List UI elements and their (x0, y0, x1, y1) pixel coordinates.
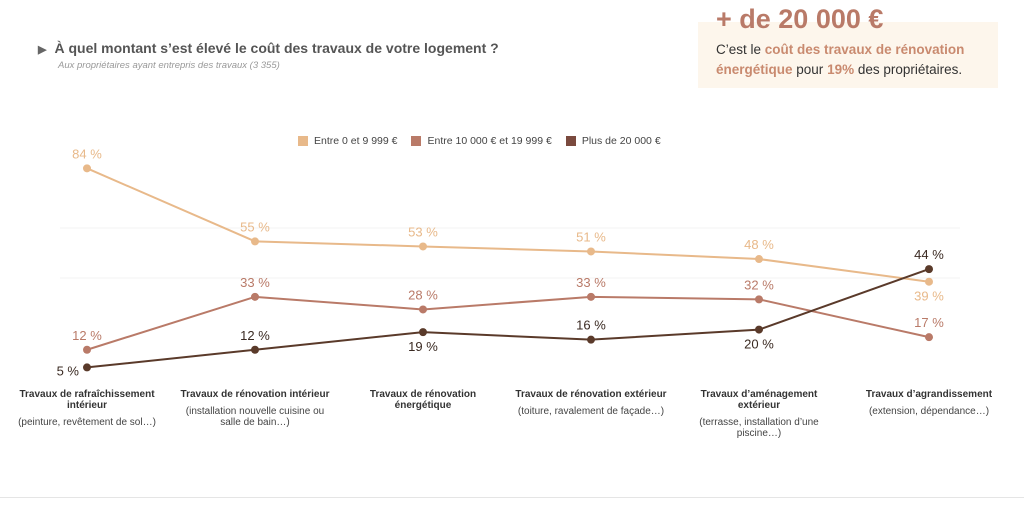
data-point (83, 164, 91, 173)
category-detail: (terrasse, installation d’une piscine…) (699, 417, 819, 439)
chart-subtitle: Aux propriétaires ayant entrepris des tr… (58, 60, 280, 71)
category-label: Travaux de rénovation extérieur (toiture,… (511, 389, 671, 417)
legend-item: Plus de 20 000 € (565, 135, 661, 147)
legend-swatch (411, 136, 422, 146)
data-point (83, 345, 91, 354)
category-detail: (toiture, ravalement de façade…) (517, 406, 665, 417)
legend: Entre 0 et 9 999 € Entre 10 000 € et 19 … (298, 135, 661, 147)
data-point (587, 292, 595, 301)
category-title: Travaux de rénovation énergétique (369, 389, 477, 411)
data-label: 51 % (576, 229, 606, 244)
data-label: 28 % (408, 287, 438, 302)
category-label: Travaux de rénovation énergétique (343, 389, 503, 411)
data-point (925, 277, 933, 286)
data-point (419, 328, 427, 337)
category-title: Travaux d’agrandissement (865, 389, 993, 400)
data-label: 44 % (914, 247, 944, 262)
category-title: Travaux de rénovation extérieur (515, 389, 667, 400)
data-point (419, 242, 427, 251)
data-point (587, 335, 595, 344)
triangle-icon: ▶ (38, 44, 47, 56)
data-point (419, 305, 427, 314)
data-point (83, 363, 91, 372)
data-point (755, 325, 763, 334)
series-line (86, 268, 930, 369)
data-label: 32 % (744, 277, 774, 292)
data-label: 16 % (576, 318, 606, 333)
data-label: 55 % (240, 219, 270, 234)
callout-figure: + de 20 000 € (716, 4, 884, 34)
category-title: Travaux de rafraîchissement intérieur (19, 389, 155, 411)
divider (0, 497, 1024, 498)
category-detail: (installation nouvelle cuisine ou salle … (185, 406, 325, 428)
data-point (251, 292, 259, 301)
category-detail: (extension, dépendance…) (868, 406, 990, 417)
category-title: Travaux de rénovation intérieur (180, 389, 330, 400)
data-label: 84 % (72, 146, 102, 161)
chart-title: ▶ À quel montant s’est élevé le coût des … (38, 40, 499, 56)
series-line (86, 167, 930, 283)
legend-swatch (298, 136, 308, 146)
data-label: 48 % (744, 237, 774, 252)
category-detail: (peinture, revêtement de sol…) (18, 417, 156, 428)
data-label: 12 % (72, 328, 102, 343)
category-label: Travaux d’agrandissement (extension, dépe… (849, 389, 1009, 417)
data-label: 19 % (408, 339, 438, 354)
data-label: 39 % (914, 289, 944, 304)
legend-swatch (565, 136, 576, 146)
callout-box (698, 22, 998, 88)
data-point (755, 295, 763, 304)
callout-text: C’est le coût des travaux de rénovation … (716, 42, 965, 77)
category-label: Travaux d’aménagement extérieur (terrasse… (679, 389, 839, 439)
legend-item: Entre 0 et 9 999 € (298, 135, 397, 147)
data-label: 5 % (57, 363, 80, 378)
data-label: 33 % (240, 275, 270, 290)
category-title: Travaux d’aménagement extérieur (700, 389, 818, 411)
category-label: Travaux de rafraîchissement intérieur (pe… (7, 389, 167, 428)
data-label: 17 % (914, 315, 944, 330)
data-point (587, 247, 595, 256)
data-label: 20 % (744, 337, 774, 352)
data-label: 12 % (240, 328, 270, 343)
data-point (925, 265, 933, 274)
data-point (755, 255, 763, 264)
data-point (925, 333, 933, 342)
data-label: 53 % (408, 224, 438, 239)
category-label: Travaux de rénovation intérieur (installa… (175, 389, 335, 428)
data-point (251, 345, 259, 354)
legend-item: Entre 10 000 € et 19 999 € (411, 135, 552, 147)
data-point (251, 237, 259, 246)
series-line (86, 295, 930, 351)
data-label: 33 % (576, 275, 606, 290)
